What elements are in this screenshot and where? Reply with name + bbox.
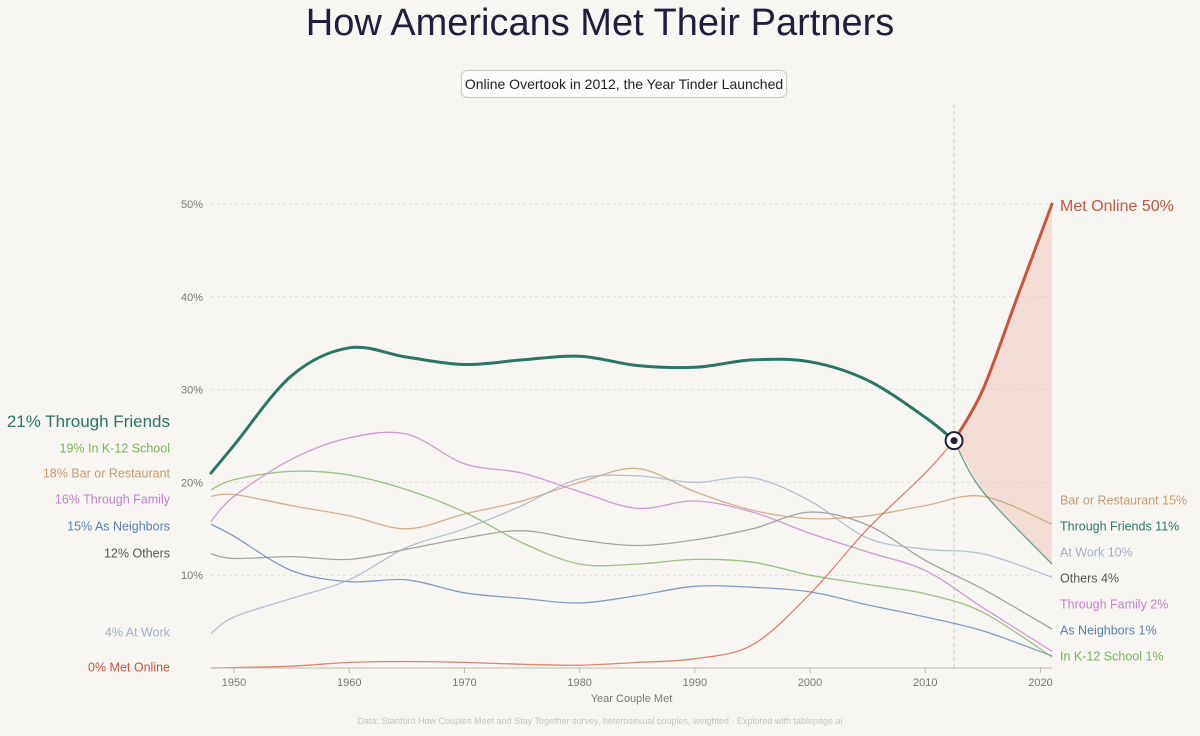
axes: 10% 20% 30% 40% 50% 1950 1960 1970 1980 1990 2000 2… bbox=[181, 199, 1053, 705]
start-label-bar-or-restaurant: 18% Bar or Restaurant bbox=[43, 467, 171, 481]
start-label-others: 12% Others bbox=[104, 547, 170, 561]
end-label-as-neighbors: As Neighbors 1% bbox=[1060, 624, 1157, 638]
start-label-in-k-12-school: 19% In K-12 School bbox=[60, 442, 171, 456]
y-tick-label: 30% bbox=[181, 385, 203, 397]
start-label-as-neighbors: 15% As Neighbors bbox=[67, 520, 170, 534]
end-label-others: Others 4% bbox=[1060, 572, 1119, 586]
y-tick-label: 50% bbox=[181, 199, 203, 211]
online-gap-area bbox=[954, 204, 1052, 565]
start-label-through-friends: 21% Through Friends bbox=[7, 412, 170, 431]
grid-lines bbox=[211, 104, 1052, 668]
series-line-through-friends bbox=[209, 345, 956, 475]
series-lines bbox=[209, 202, 1054, 669]
x-tick-label: 1950 bbox=[222, 677, 246, 689]
y-tick-label: 10% bbox=[181, 570, 203, 582]
series-labels: 21% Through Friends 19% In K-12 School 18%… bbox=[7, 198, 1187, 675]
series-line-through-friends-faint bbox=[953, 440, 1053, 565]
end-label-bar-or-restaurant: Bar or Restaurant 15% bbox=[1060, 494, 1187, 508]
x-tick-label: 1970 bbox=[452, 677, 476, 689]
chart-title: How Americans Met Their Partners bbox=[305, 2, 895, 44]
crossover-marker-dot bbox=[950, 437, 958, 445]
x-tick-label: 1960 bbox=[337, 677, 361, 689]
start-label-through-family: 16% Through Family bbox=[55, 493, 171, 507]
x-tick-label: 2020 bbox=[1028, 677, 1052, 689]
series-line-in-k-12-school bbox=[210, 470, 1053, 658]
x-tick-label: 2010 bbox=[913, 677, 937, 689]
series-line-met-online-faint bbox=[210, 440, 955, 669]
start-label-at-work: 4% At Work bbox=[105, 626, 171, 640]
end-label-met-online: Met Online 50% bbox=[1060, 198, 1174, 215]
series-line-others bbox=[210, 511, 1053, 630]
source-footer: Data: Stanford How Couples Meet and Stay… bbox=[357, 716, 843, 726]
series-line-met-online bbox=[952, 202, 1054, 443]
x-tick-label: 1990 bbox=[683, 677, 707, 689]
y-tick-label: 40% bbox=[181, 292, 203, 304]
x-tick-label: 2000 bbox=[798, 677, 822, 689]
x-tick-label: 1980 bbox=[567, 677, 591, 689]
series-line-through-family bbox=[210, 431, 1053, 652]
y-tick-label: 20% bbox=[181, 477, 203, 489]
end-label-at-work: At Work 10% bbox=[1060, 546, 1133, 560]
end-label-in-k-12-school: In K-12 School 1% bbox=[1060, 650, 1164, 664]
series-line-as-neighbors bbox=[210, 523, 1053, 657]
series-line-bar-or-restaurant bbox=[210, 467, 1053, 530]
start-label-met-online: 0% Met Online bbox=[88, 661, 170, 675]
online-shaded-area bbox=[954, 204, 1052, 565]
end-label-through-friends: Through Friends 11% bbox=[1060, 520, 1179, 534]
chart-subtitle-box: Online Overtook in 2012, the Year Tinder… bbox=[461, 70, 787, 98]
x-axis-label: Year Couple Met bbox=[591, 693, 673, 705]
end-label-through-family: Through Family 2% bbox=[1060, 598, 1168, 612]
series-line-at-work bbox=[210, 474, 1053, 635]
